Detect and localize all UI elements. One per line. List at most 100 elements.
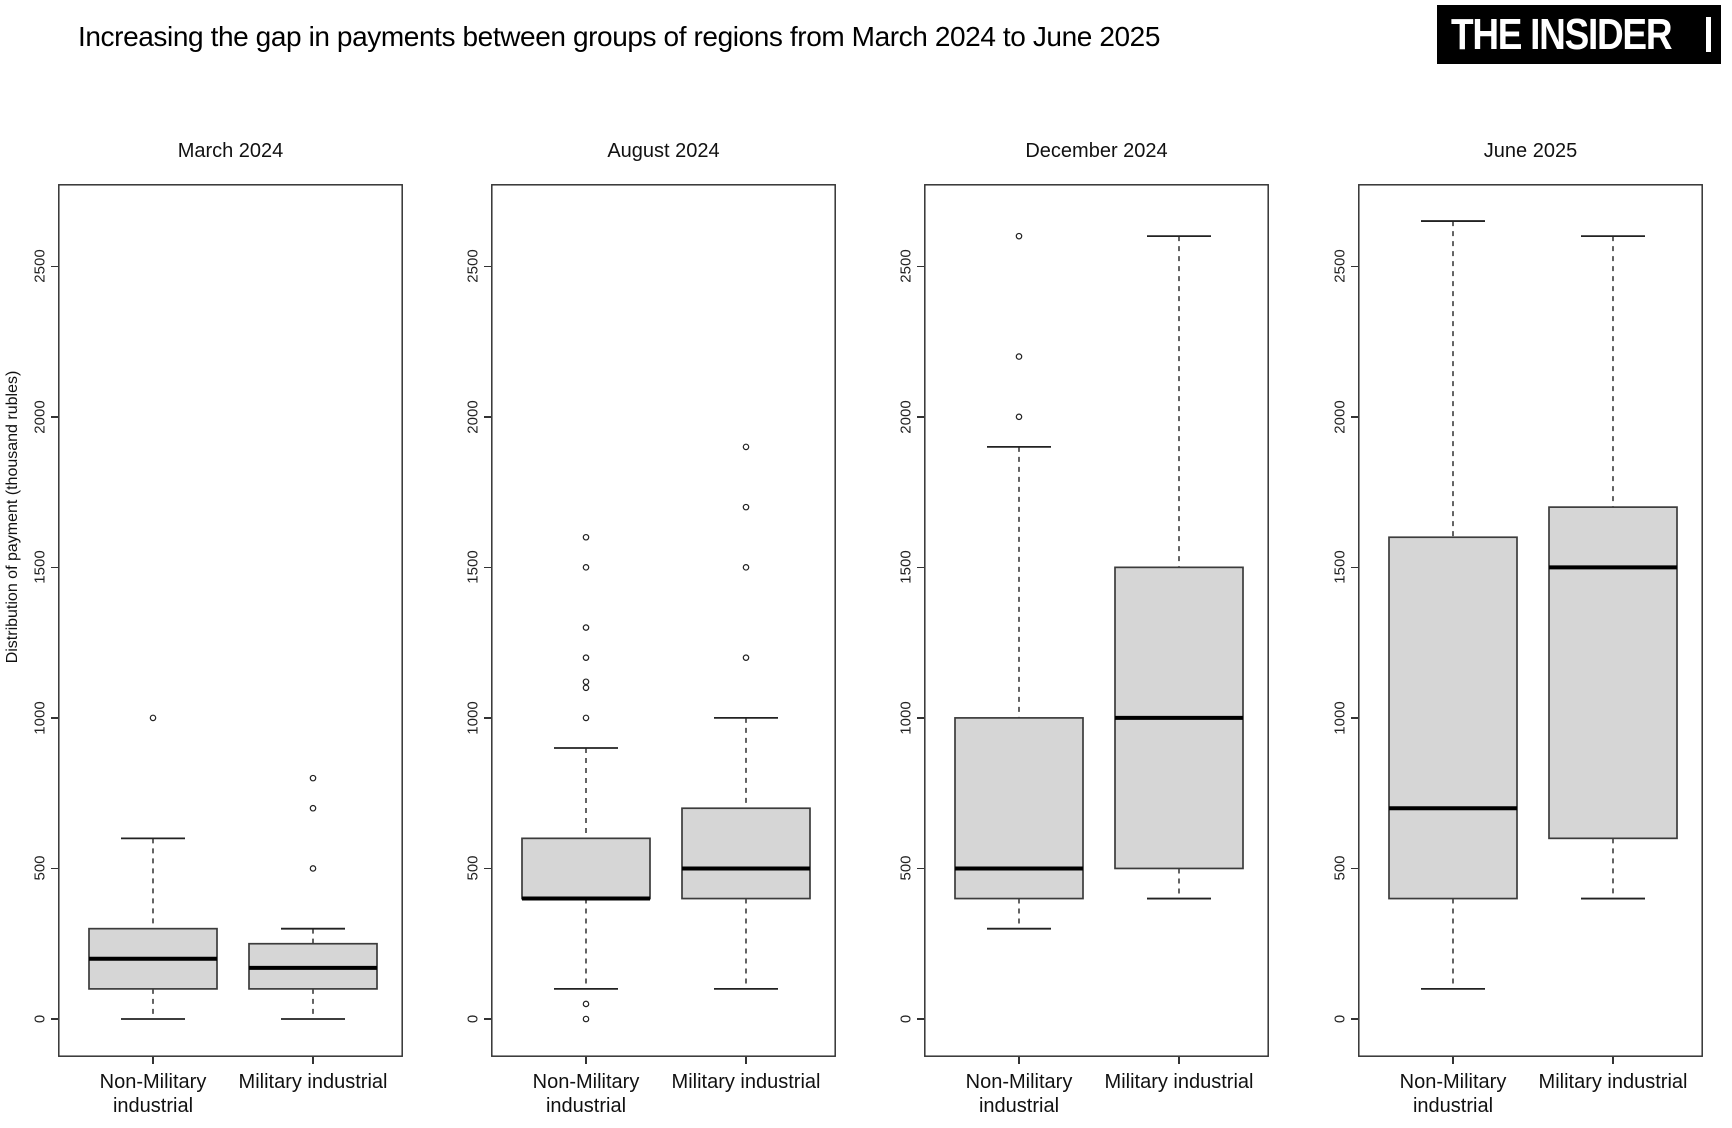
iqr-box: [1548, 506, 1678, 840]
y-tick-mark: [1351, 416, 1358, 418]
outlier-point: [582, 684, 590, 692]
y-tick-label: 500: [464, 855, 482, 881]
boxplot-military: [681, 443, 811, 990]
x-tick-mark: [585, 1057, 587, 1064]
y-tick-label: 1000: [31, 701, 49, 735]
y-tick-mark: [484, 416, 491, 418]
x-tick-mark: [745, 1057, 747, 1064]
the-insider-logo: THE INSIDER: [1437, 5, 1721, 64]
outlier-point: [582, 533, 590, 541]
x-category-label: Non-Military industrial: [99, 1071, 207, 1117]
x-category-label: Military industrial: [1104, 1071, 1254, 1093]
y-tick-mark: [51, 416, 58, 418]
y-axis-title: Distribution of payment (thousand rubles…: [4, 370, 21, 664]
plot-area: [58, 184, 403, 1057]
x-category-label: Non-Military industrial: [532, 1071, 640, 1117]
iqr-box: [521, 837, 651, 900]
y-tick-mark: [917, 566, 924, 569]
y-tick-mark: [917, 416, 924, 418]
x-tick-mark: [152, 1057, 154, 1064]
y-tick-mark: [484, 1018, 491, 1020]
y-tick-label: 500: [1331, 855, 1349, 881]
outlier-point: [309, 774, 317, 782]
y-tick-label: 2500: [897, 249, 915, 283]
iqr-box: [1388, 536, 1518, 900]
logo-cursor-bar: [1706, 17, 1711, 52]
y-tick-mark: [484, 867, 491, 870]
y-tick-label: 1500: [464, 550, 482, 585]
y-tick-label: 1000: [897, 701, 915, 735]
plot-area: [924, 184, 1269, 1057]
y-tick-label: 1500: [897, 550, 915, 585]
outlier-point: [742, 443, 750, 451]
x-category-label: Non-Military industrial: [1399, 1071, 1507, 1117]
outlier-point: [309, 804, 317, 812]
y-tick-mark: [51, 867, 58, 870]
y-tick-mark: [917, 1018, 924, 1020]
outlier-point: [582, 624, 590, 631]
plot-border: [58, 184, 403, 1057]
outlier-point: [1015, 353, 1023, 360]
x-category-label: Non-Military industrial: [965, 1071, 1073, 1117]
outlier-point: [582, 1000, 590, 1008]
panel-title: June 2025: [1483, 140, 1578, 162]
y-tick-mark: [51, 265, 58, 267]
plot-area: [1358, 184, 1703, 1057]
y-tick-label: 0: [31, 1014, 49, 1024]
y-tick-mark: [1351, 566, 1358, 569]
outlier-point: [1015, 413, 1023, 421]
boxplot-non-military: [954, 232, 1084, 930]
iqr-box: [954, 717, 1084, 900]
y-tick-label: 2000: [31, 400, 49, 434]
y-tick-mark: [917, 867, 924, 870]
y-tick-mark: [51, 566, 58, 569]
y-tick-mark: [51, 1018, 58, 1020]
outlier-point: [582, 564, 590, 571]
x-tick-mark: [1452, 1057, 1454, 1064]
plot-border: [491, 184, 836, 1057]
y-tick-mark: [484, 717, 491, 719]
y-tick-label: 0: [1331, 1014, 1349, 1024]
outlier-point: [309, 865, 317, 872]
outlier-point: [742, 564, 750, 571]
outlier-point: [149, 714, 157, 722]
x-tick-mark: [312, 1057, 314, 1064]
iqr-box: [681, 807, 811, 900]
x-category-label: Military industrial: [238, 1071, 388, 1093]
y-tick-label: 0: [464, 1014, 482, 1024]
outlier-point: [582, 678, 590, 686]
outlier-point: [582, 654, 590, 661]
y-tick-mark: [484, 566, 491, 569]
y-tick-mark: [1351, 867, 1358, 870]
logo-text: THE INSIDER: [1451, 9, 1673, 59]
y-tick-label: 2000: [464, 400, 482, 434]
boxplot-non-military: [521, 533, 651, 1023]
figure-title: Increasing the gap in payments between g…: [78, 21, 1161, 52]
outlier-point: [582, 1015, 590, 1023]
boxplot-military: [1548, 235, 1678, 900]
y-tick-mark: [484, 265, 491, 267]
y-tick-mark: [917, 265, 924, 267]
y-tick-mark: [917, 717, 924, 719]
y-tick-label: 2000: [897, 400, 915, 434]
boxplot-non-military: [88, 714, 218, 1020]
panel-title: August 2024: [607, 140, 720, 162]
x-category-label: Military industrial: [1538, 1071, 1688, 1093]
panel-title: March 2024: [177, 140, 284, 162]
y-tick-label: 2500: [31, 249, 49, 283]
y-tick-label: 2000: [1331, 400, 1349, 434]
y-tick-mark: [1351, 265, 1358, 267]
y-tick-label: 1500: [1331, 550, 1349, 585]
y-tick-label: 1000: [464, 701, 482, 735]
outlier-point: [742, 654, 750, 661]
x-tick-mark: [1178, 1057, 1180, 1064]
y-tick-label: 2500: [464, 249, 482, 283]
y-tick-label: 0: [897, 1014, 915, 1024]
y-tick-label: 1500: [31, 550, 49, 585]
boxplot-military: [1114, 235, 1244, 900]
y-tick-mark: [1351, 1018, 1358, 1020]
panel-title: December 2024: [1025, 140, 1168, 162]
x-category-label: Military industrial: [671, 1071, 821, 1093]
x-tick-mark: [1612, 1057, 1614, 1064]
